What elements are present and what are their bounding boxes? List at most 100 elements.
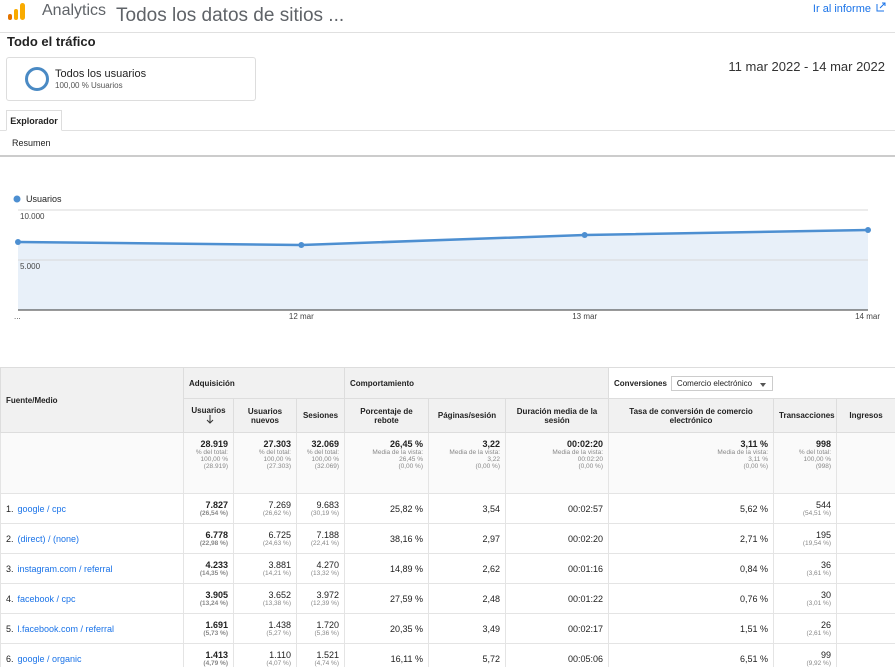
cell: 6.778 (22,98 %) [183, 523, 234, 554]
cell-value: 2,48 [482, 593, 501, 604]
cell-percent: (22,98 %) [199, 540, 228, 547]
cell: 3.905 (13,24 %) [183, 583, 234, 614]
source-cell: 3. instagram.com / referral [0, 553, 184, 584]
totals-detail: Media de la vista: [717, 449, 769, 456]
totals-cell: 26,45 % Media de la vista: 26,45 % (0,00 %) [344, 432, 430, 494]
cell-value: 1.521 [316, 650, 340, 660]
segment-card[interactable] [6, 57, 256, 101]
y-tick-label: 10.000 [20, 212, 45, 221]
cell: 3.972 (12,39 %) [295, 583, 346, 614]
cell-value: 1.720 [316, 620, 340, 630]
cell: 20,35 % [344, 613, 430, 644]
cell-value: 7.188 [316, 530, 340, 540]
cell-value: 00:01:22 [567, 593, 604, 604]
cell-value: 1.413 [205, 650, 228, 660]
cell: 1.691 (5,73 %) [183, 613, 234, 644]
cell-percent: (22,41 %) [310, 540, 340, 547]
x-tick-label: 14 mar [855, 312, 880, 321]
cell-value: 4.270 [316, 560, 340, 570]
source-link[interactable]: (direct) / (none) [17, 533, 80, 544]
totals-detail: % del total: [306, 449, 340, 456]
cell-percent: (2,61 %) [806, 630, 832, 637]
column-header-label: Ingresos [849, 411, 883, 420]
cell-value: 2,71 % [739, 533, 769, 544]
sort-icon [206, 414, 213, 424]
y-tick-label: 5.000 [20, 262, 41, 271]
point [581, 232, 588, 238]
cell-value: 25,82 % [389, 503, 424, 514]
cell-value: 1,51 % [739, 623, 769, 634]
cell-value: 1.438 [268, 620, 291, 630]
cell: 00:05:06 [505, 643, 610, 667]
source-link[interactable]: l.facebook.com / referral [17, 623, 115, 634]
totals-detail: 100,00 % [311, 456, 340, 463]
totals-cell: 3,11 % Media de la vista: 3,11 % (0,00 %) [608, 432, 775, 494]
property-selector[interactable]: Todos los datos de sitios ... [116, 5, 345, 26]
cell: 99 (9,92 %) [773, 643, 838, 667]
dropdown[interactable]: Comercio electrónico [670, 375, 774, 391]
cell: 26 (2,61 %) [773, 613, 838, 644]
totals-cell: 32.069% del total: 100,00 % (32.069) [295, 432, 346, 494]
column-header[interactable]: Ingresos [836, 398, 895, 433]
date-range[interactable]: 11 mar 2022 - 14 mar 2022 [728, 59, 885, 74]
cell: 0,84 % [608, 553, 775, 584]
cell-value: 1.110 [269, 650, 291, 660]
source-link[interactable]: google / cpc [17, 503, 67, 514]
totals-detail: % del total: [195, 449, 228, 456]
cell: 4.233 (14,35 %) [183, 553, 234, 584]
cell: 7.827 (26,54 %) [183, 493, 234, 524]
source-cell: 6. google / organic [0, 643, 184, 667]
header-source: Fuente/Medio [0, 367, 184, 433]
cell: 2,97 [428, 523, 507, 554]
source-link[interactable]: instagram.com / referral [17, 563, 113, 574]
data-row: 4. facebook / cpc 3.905 (13,24 %) 3.652 (13,3… [0, 583, 895, 614]
page-title: Todo el tráfico [7, 34, 96, 49]
tab[interactable]: Explorador [6, 110, 62, 131]
cell-value: 00:05:06 [567, 653, 604, 664]
data-row: 2. (direct) / (none) 6.778 (22,98 %) 6.725 (2… [0, 523, 895, 554]
cell-percent: (5,73 %) [203, 630, 228, 637]
column-header-label: Transacciones [779, 411, 835, 420]
column-header[interactable]: Transacciones [773, 398, 838, 433]
totals-detail: (0,00 %) [743, 463, 769, 470]
divider [0, 130, 895, 131]
totals-detail: 26,45 % [399, 456, 424, 463]
totals-value: 3,11 % [740, 439, 769, 449]
cell-percent: (12,39 %) [310, 600, 340, 607]
cell-value: 3,54 [482, 503, 501, 514]
cell-percent: (13,24 %) [199, 600, 228, 607]
source-cell: 1. google / cpc [0, 493, 184, 524]
cell-value: 27,59 % [389, 593, 424, 604]
cell-percent: (14,21 %) [262, 570, 291, 577]
column-header[interactable]: Usuarios nuevos [233, 398, 297, 433]
cell-value: 0,76 % [739, 593, 769, 604]
source-link[interactable]: facebook / cpc [17, 593, 76, 604]
cell: 14,89 % [344, 553, 430, 584]
column-header[interactable]: Usuarios [183, 398, 234, 433]
cell-percent: (3,61 %) [806, 570, 832, 577]
cell-value: 3.652 [268, 590, 291, 600]
row-index: 4. [6, 593, 14, 604]
source-link[interactable]: google / organic [17, 653, 82, 664]
report-link[interactable]: Ir al informe [812, 3, 871, 15]
cell-percent: (4,07 %) [266, 660, 291, 667]
column-header[interactable]: Porcentaje de rebote [344, 398, 430, 433]
column-header[interactable]: Duración media de la sesión [505, 398, 610, 433]
cell: 9.683 (30,19 %) [295, 493, 346, 524]
subtab[interactable]: Resumen [12, 138, 51, 148]
totals-cell: 3,22 Media de la vista: 3,22 (0,00 %) [428, 432, 507, 494]
segment-ring [25, 67, 49, 91]
cell: 1.438 (5,27 %) [233, 613, 297, 644]
column-header[interactable]: Sesiones [295, 398, 346, 433]
column-header[interactable]: Páginas/sesión [428, 398, 507, 433]
cell-percent: (9,92 %) [806, 660, 832, 667]
data-table: Fuente/Medio Adquisición Comportamiento … [0, 367, 895, 667]
cell: 30 (3,01 %) [773, 583, 838, 614]
cell-value: 4.233 [205, 560, 228, 570]
totals-detail: (27.303) [266, 463, 291, 470]
cell: 5,72 [428, 643, 507, 667]
totals-detail: (998) [815, 463, 832, 470]
x-tick-label: 12 mar [289, 312, 314, 321]
column-header[interactable]: Tasa de conversión de comercio electróni… [608, 398, 775, 433]
column-header-label: Usuarios [191, 405, 226, 415]
